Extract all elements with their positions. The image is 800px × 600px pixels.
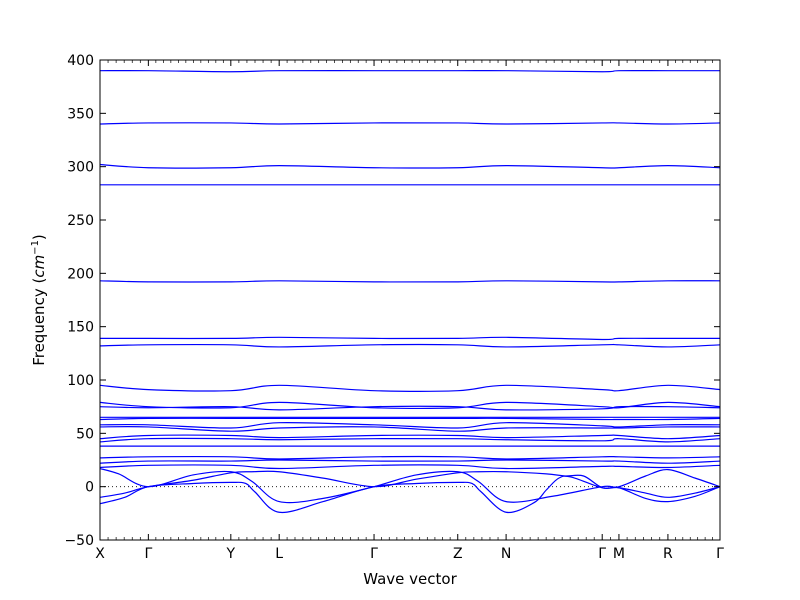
x-tick-label: L — [275, 546, 283, 562]
x-tick-label: Γ — [716, 546, 724, 562]
y-axis-label: Frequency (cm−1) — [30, 234, 48, 366]
y-tick-label: 150 — [67, 320, 94, 336]
band-line-14 — [99, 426, 721, 432]
band-line-2 — [99, 122, 721, 125]
y-tick-label: −50 — [64, 533, 94, 549]
x-tick-label: N — [501, 546, 511, 562]
band-line-8 — [99, 384, 721, 392]
y-tick-label: 0 — [85, 480, 94, 496]
y-tick-label: 250 — [67, 213, 94, 229]
y-axis-label-unit-exponent: −1 — [30, 240, 41, 255]
band-line-6 — [100, 336, 720, 341]
band-line-20 — [99, 464, 721, 470]
y-tick-label: 300 — [67, 160, 94, 176]
band-line-15 — [99, 434, 721, 440]
y-tick-label: 100 — [67, 373, 94, 389]
band-line-7 — [99, 343, 721, 348]
band-line-9 — [99, 401, 721, 409]
x-tick-label: Γ — [370, 546, 378, 562]
band-line-1 — [99, 69, 720, 73]
band-line-13 — [99, 421, 721, 429]
y-tick-label: 50 — [76, 426, 94, 442]
plot-frame — [99, 59, 721, 541]
band-line-22 — [99, 470, 721, 498]
y-tick-label: 350 — [67, 106, 94, 122]
x-tick-label: Z — [453, 546, 463, 562]
band-line-19 — [99, 459, 721, 464]
x-axis-label: Wave vector — [363, 570, 457, 588]
x-tick-label: R — [663, 546, 673, 562]
band-line-12 — [99, 417, 721, 421]
band-line-3 — [99, 163, 721, 169]
band-line-18 — [99, 455, 721, 460]
y-axis-label-text: Frequency — [30, 288, 48, 366]
x-tick-label: X — [95, 546, 105, 562]
x-tick-label: Y — [226, 546, 236, 562]
x-tick-label: Γ — [144, 546, 152, 562]
band-line-5 — [99, 280, 721, 283]
y-tick-label: 400 — [67, 53, 94, 69]
band-line-10 — [99, 405, 721, 411]
band-line-21 — [99, 467, 721, 504]
band-line-16 — [99, 437, 721, 443]
phonon-bands — [99, 69, 721, 514]
y-axis-ticks: −50 0 50 100 150 200 250 300 350 400 — [64, 53, 720, 549]
y-axis-label-unit: cm — [30, 255, 48, 278]
y-tick-label: 200 — [67, 266, 94, 282]
band-line-23 — [99, 475, 721, 514]
x-tick-label: M — [613, 546, 625, 562]
x-tick-label: Γ — [598, 546, 606, 562]
